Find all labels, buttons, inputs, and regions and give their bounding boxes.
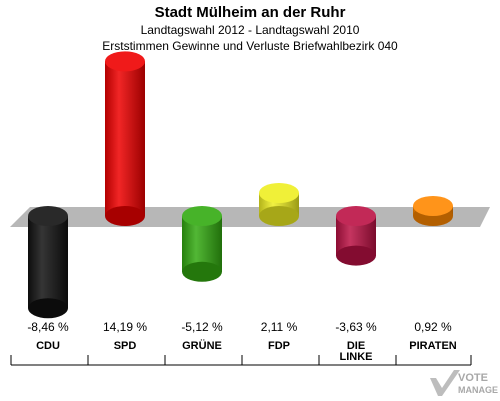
value-label: 2,11 % xyxy=(261,320,298,334)
bar-top-cap xyxy=(413,195,453,216)
bar-body xyxy=(28,216,68,309)
bar-bottom-cap xyxy=(336,245,376,266)
bar-piraten xyxy=(413,195,453,226)
bar-grüne xyxy=(182,206,222,282)
value-labels: -8,46 % 14,19 % -5,12 % 2,11 % -3,63 % 0,92 % xyxy=(27,320,452,334)
category-label: FDP xyxy=(268,340,290,352)
bar-die-linke xyxy=(336,206,376,266)
bar-spd xyxy=(105,51,145,226)
bar-top-cap xyxy=(259,183,299,204)
bar-top-cap xyxy=(28,206,68,226)
bar-top-cap xyxy=(105,51,145,72)
vote-manager-logo: VOTE MANAGER xyxy=(428,368,500,396)
chart-title: Stadt Mülheim an der Ruhr xyxy=(154,4,346,21)
bar-cdu xyxy=(28,206,68,319)
logo-text-2: MANAGER xyxy=(458,385,498,395)
bar-top-cap xyxy=(182,206,222,226)
category-label: DIE xyxy=(347,340,365,352)
category-label: CDU xyxy=(36,340,60,352)
bars xyxy=(28,51,453,319)
value-label: -3,63 % xyxy=(335,320,377,334)
category-label: PIRATEN xyxy=(409,340,457,352)
bar-top-cap xyxy=(336,206,376,226)
bar-fdp xyxy=(259,183,299,226)
bar-bottom-cap xyxy=(259,206,299,226)
logo-text-1: VOTE xyxy=(458,372,488,384)
bar-body xyxy=(105,61,145,217)
category-label: LINKE xyxy=(340,351,373,363)
chart-subtitle-2: Erststimmen Gewinne und Verluste Briefwa… xyxy=(102,39,398,53)
bar-bottom-cap xyxy=(28,298,68,319)
value-label: -5,12 % xyxy=(181,320,223,334)
value-label: 0,92 % xyxy=(414,320,452,334)
chart-subtitle: Landtagswahl 2012 - Landtagswahl 2010 xyxy=(140,23,360,37)
value-label: -8,46 % xyxy=(27,320,69,334)
value-label: 14,19 % xyxy=(103,320,147,334)
bar-bottom-cap xyxy=(182,261,222,282)
bar-bottom-cap xyxy=(105,206,145,226)
category-label: GRÜNE xyxy=(182,339,222,352)
category-label: SPD xyxy=(114,340,137,352)
